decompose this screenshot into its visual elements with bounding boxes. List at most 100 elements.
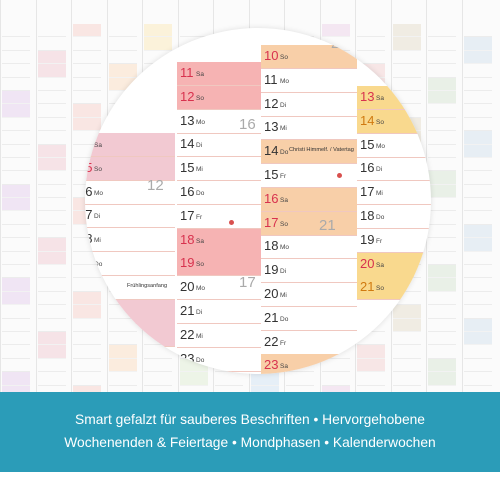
- weekday-label: So: [196, 261, 204, 269]
- bg-day-cell: [357, 358, 385, 373]
- day-cell[interactable]: 14 Do Christi Himmelf. / Vatertag: [261, 140, 357, 165]
- day-number: 15: [85, 159, 93, 175]
- day-number: 21: [85, 302, 93, 318]
- bg-day-cell: [73, 225, 101, 239]
- bg-day-cell: [73, 238, 101, 252]
- day-cell[interactable]: 18 Sa: [177, 228, 261, 253]
- day-cell[interactable]: 22 Mi: [177, 324, 261, 348]
- bg-day-cell: [463, 104, 492, 118]
- day-cell[interactable]: 15 Mo: [357, 134, 431, 158]
- day-cell[interactable]: 19 Fr: [357, 229, 431, 253]
- bg-day-cell: [428, 77, 456, 91]
- day-cell[interactable]: 20 Mi: [261, 283, 357, 307]
- day-cell[interactable]: 13 Sa: [357, 86, 431, 110]
- day-cell[interactable]: 15 Fr: [261, 164, 357, 188]
- day-number: 20: [360, 255, 375, 271]
- day-cell[interactable]: 17 Mi: [357, 181, 431, 206]
- bg-day-cell: [357, 24, 385, 38]
- day-cell[interactable]: 21 So: [357, 276, 431, 301]
- day-cell[interactable]: 18Mi: [85, 228, 175, 253]
- day-number: 18: [360, 208, 375, 223]
- bg-day-cell: [37, 144, 66, 158]
- day-cell[interactable]: 15So: [85, 156, 175, 181]
- bg-day-cell: [73, 78, 101, 91]
- bg-day-cell: [73, 345, 101, 359]
- weekday-label: Do: [196, 356, 205, 364]
- bg-day-cell: [428, 145, 456, 158]
- bg-day-cell: [179, 372, 208, 386]
- day-cell[interactable]: 23 Sa: [261, 354, 357, 374]
- bg-day-cell: [37, 359, 66, 373]
- day-cell[interactable]: 20Fr Frühlingsanfang: [85, 276, 175, 300]
- bg-day-cell: [428, 171, 456, 185]
- day-cell[interactable]: 14Sa: [85, 133, 175, 157]
- day-cell[interactable]: 13 Mi: [261, 116, 357, 141]
- bg-day-cell: [463, 144, 492, 158]
- day-cell[interactable]: 16 Sa: [261, 187, 357, 212]
- day-cell[interactable]: 21Sa: [85, 299, 175, 324]
- day-cell[interactable]: 14 Di: [177, 133, 261, 158]
- weekday-label: Sa: [94, 308, 102, 316]
- day-cell[interactable]: 19Do: [85, 252, 175, 276]
- day-cell[interactable]: 10 So: [261, 45, 357, 69]
- day-cell[interactable]: 18 Do: [357, 205, 431, 229]
- day-cell[interactable]: 21 Di: [177, 300, 261, 324]
- weekday-label: Sa: [376, 95, 384, 102]
- day-cell[interactable]: 20 Mo: [177, 276, 261, 301]
- day-cell[interactable]: 17 Fr: [177, 205, 261, 229]
- moon-phase-icon: [337, 173, 342, 178]
- day-cell[interactable]: 19 So: [177, 252, 261, 277]
- bg-day-cell: [428, 358, 456, 373]
- day-cell[interactable]: 17 So: [261, 211, 357, 236]
- day-cell[interactable]: 15 Mi: [177, 157, 261, 182]
- bg-day-cell: [428, 90, 456, 105]
- day-cell[interactable]: 20 Sa: [357, 252, 431, 277]
- bg-day-cell: [428, 332, 456, 346]
- feature-banner: Smart gefalzt für sauberes Beschriften •…: [0, 392, 500, 472]
- day-cell[interactable]: 22 Fr: [261, 331, 357, 355]
- bg-day-cell: [463, 305, 492, 319]
- day-cell[interactable]: 11 Sa: [177, 62, 261, 86]
- day-cell[interactable]: 22So: [85, 323, 175, 348]
- bg-day-cell: [463, 238, 492, 252]
- bg-day-cell: [108, 37, 137, 51]
- bg-day-cell: [37, 251, 66, 266]
- bg-day-cell: [392, 37, 421, 51]
- day-cell[interactable]: 16 Di: [357, 157, 431, 182]
- day-number: 22: [85, 326, 93, 342]
- weekday-label: Fr: [280, 173, 287, 180]
- day-number: 14: [360, 112, 375, 128]
- day-number: 23: [264, 357, 279, 373]
- bg-day-cell: [73, 91, 101, 105]
- day-cell[interactable]: 12 So: [177, 85, 261, 110]
- day-number: 22: [264, 333, 279, 349]
- day-cell[interactable]: 19 Di: [261, 259, 357, 284]
- day-cell[interactable]: 11 Mo: [261, 69, 357, 93]
- day-number: 15: [360, 136, 375, 152]
- bg-day-cell: [2, 184, 30, 199]
- day-cell[interactable]: 17Di: [85, 204, 175, 229]
- day-cell[interactable]: 13 Mo: [177, 110, 261, 134]
- day-number: 17: [85, 207, 93, 223]
- day-cell[interactable]: 14 So: [357, 109, 431, 134]
- weekday-label: Fr: [280, 339, 287, 347]
- day-cell[interactable]: 18 Mo: [261, 235, 357, 260]
- weekday-label: Fr: [376, 237, 383, 245]
- bg-day-cell: [2, 171, 30, 185]
- day-cell[interactable]: 23 Do: [177, 348, 261, 372]
- day-cell[interactable]: 16Mo: [85, 181, 175, 205]
- day-number: 14: [264, 143, 279, 159]
- bg-day-cell: [144, 359, 172, 373]
- day-cell[interactable]: 21 Do: [261, 307, 357, 331]
- bg-day-cell: [463, 198, 492, 212]
- day-cell[interactable]: 12 Di: [261, 93, 357, 117]
- bg-day-cell: [428, 24, 456, 38]
- bg-day-cell: [73, 278, 101, 292]
- bg-day-cell: [463, 185, 492, 199]
- bg-day-cell: [463, 158, 492, 172]
- weekday-label: So: [376, 285, 384, 293]
- bg-day-cell: [321, 372, 350, 386]
- bg-day-cell: [2, 225, 30, 239]
- bg-day-cell: [463, 211, 492, 225]
- day-cell[interactable]: 16 Do: [177, 181, 261, 205]
